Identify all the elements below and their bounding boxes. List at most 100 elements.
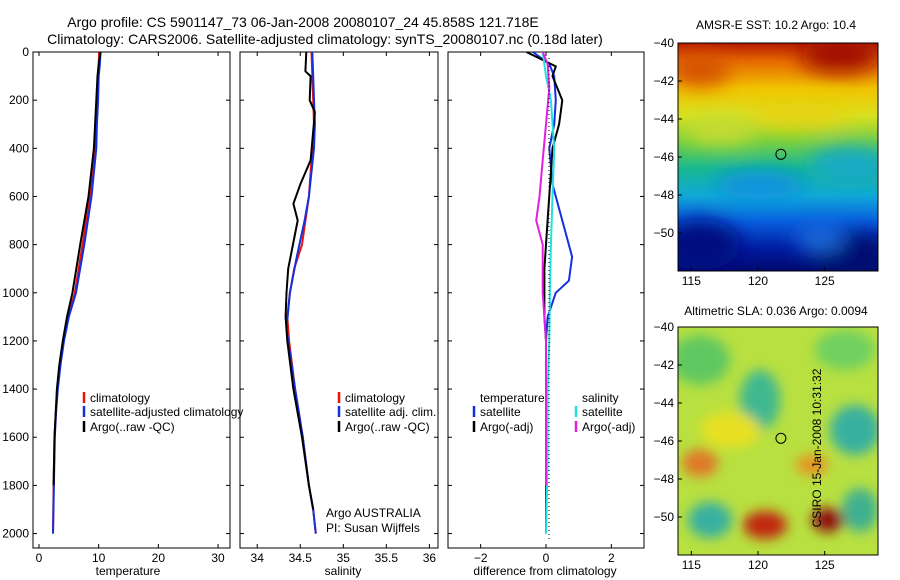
profile-axes: 0 10 20 30 0 200 400 600 800 1000 1200 1400 1600 1800… xyxy=(2,45,644,565)
map-y-tick-label: −40 xyxy=(654,320,675,334)
sla-teal-patch xyxy=(688,502,732,538)
sla-argo-location-marker xyxy=(775,432,787,444)
panel-difference-xlabel: difference from climatology xyxy=(473,564,616,578)
profile-lines xyxy=(52,52,574,534)
map-y-tick-label: −48 xyxy=(654,188,675,202)
legend-heading-temperature: temperature xyxy=(480,391,545,405)
series-line-argo-raw-qc xyxy=(52,52,102,486)
sla-teal-patch xyxy=(842,488,878,532)
x-tick-label: 0 xyxy=(543,551,550,565)
y-tick-label: 2000 xyxy=(2,527,29,541)
sla-yellow-patch xyxy=(700,412,760,448)
map-x-tick-label: 120 xyxy=(748,274,768,288)
map-x-tick-label: 115 xyxy=(682,274,701,288)
sst-map-title: AMSR-E SST: 10.2 Argo: 10.4 xyxy=(696,18,856,32)
y-tick-label: 200 xyxy=(9,93,29,107)
x-tick-label: 36 xyxy=(423,551,437,565)
panel-temperature-frame xyxy=(32,51,231,549)
legend-salinity: climatology satellite adj. clim. Argo(..… xyxy=(337,391,436,434)
sla-map-title: Altimetric SLA: 0.036 Argo: 0.0094 xyxy=(684,304,868,318)
y-tick-label: 1000 xyxy=(2,286,29,300)
x-tick-label: 10 xyxy=(92,551,106,565)
legend-heading-salinity: salinity xyxy=(582,391,619,405)
sst-cyan-patch xyxy=(795,226,845,250)
x-tick-label: 30 xyxy=(211,551,225,565)
legend-difference: temperature satellite Argo(-adj) salinit… xyxy=(472,391,635,434)
y-tick-label: 1400 xyxy=(2,382,29,396)
sla-green-patch xyxy=(815,330,875,370)
sst-front-patch xyxy=(685,116,755,144)
sst-cool-patch xyxy=(715,171,805,199)
map-y-tick-label: −46 xyxy=(654,150,675,164)
y-tick-label: 1600 xyxy=(2,430,29,444)
panel-note-line1: Argo AUSTRALIA xyxy=(326,506,421,520)
legend-label-climatology: climatology xyxy=(345,391,405,405)
legend-label-argo: Argo(..raw -QC) xyxy=(90,420,175,434)
legend-label-climatology: climatology xyxy=(90,391,150,405)
panel-salinity-frame xyxy=(239,51,439,549)
map-x-tick-label: 115 xyxy=(682,558,701,572)
sst-map-field xyxy=(678,43,878,271)
y-tick-label: 800 xyxy=(9,238,29,252)
sla-teal-patch xyxy=(830,405,878,455)
map-y-tick-label: −44 xyxy=(654,396,675,410)
x-tick-label: 34 xyxy=(251,551,265,565)
legend-label-temp-argo: Argo(-adj) xyxy=(480,420,533,434)
legend-label-sal-satellite: satellite xyxy=(582,405,623,419)
x-tick-label: 34.5 xyxy=(289,551,313,565)
y-tick-label: 600 xyxy=(9,189,29,203)
legend-label-argo: Argo(..raw -QC) xyxy=(345,420,430,434)
sst-map-axes: 115 120 125 −40 −42 −44 −46 −48 −50 xyxy=(654,36,835,288)
y-tick-label: 1200 xyxy=(2,334,29,348)
x-tick-label: 0 xyxy=(36,551,43,565)
sst-argo-location-marker xyxy=(775,148,787,160)
series-group xyxy=(52,52,102,534)
legend-label-satellite-adjusted: satellite-adjusted climatology xyxy=(90,405,243,419)
sla-green-patch xyxy=(678,335,730,385)
sla-red-patch xyxy=(812,508,844,532)
map-y-tick-label: −48 xyxy=(654,472,675,486)
panel-temperature-xlabel: temperature xyxy=(96,564,161,578)
sla-red-patch xyxy=(743,511,787,539)
x-tick-label: −2 xyxy=(474,551,488,565)
map-x-tick-label: 125 xyxy=(815,274,835,288)
map-y-tick-label: −44 xyxy=(654,112,675,126)
map-y-tick-label: −50 xyxy=(654,510,675,524)
x-tick-label: 20 xyxy=(152,551,166,565)
legend-label-satellite-adjusted: satellite adj. clim. xyxy=(345,405,436,419)
series-group xyxy=(284,52,317,534)
y-tick-label: 1800 xyxy=(2,478,29,492)
sst-cool-patch xyxy=(810,147,878,183)
sst-cold-patch xyxy=(678,220,740,270)
legend-label-sal-argo: Argo(-adj) xyxy=(582,420,635,434)
map-x-tick-label: 125 xyxy=(815,558,835,572)
sla-orange-patch xyxy=(682,449,718,477)
map-y-tick-label: −50 xyxy=(654,226,675,240)
sla-map-axes: 115 120 125 −40 −42 −44 −46 −48 −50 xyxy=(654,320,835,572)
sla-teal-patch xyxy=(740,370,780,430)
legend-temperature: climatology satellite-adjusted climatolo… xyxy=(82,391,243,434)
map-y-tick-label: −46 xyxy=(654,434,675,448)
map-x-tick-label: 120 xyxy=(748,558,768,572)
panel-salinity-xlabel: salinity xyxy=(325,564,362,578)
figure-title-line1: Argo profile: CS 5901147_73 06-Jan-2008 … xyxy=(67,14,538,30)
sla-map-field xyxy=(678,327,878,555)
x-tick-label: 35 xyxy=(337,551,351,565)
y-tick-label: 400 xyxy=(9,141,29,155)
sst-warm-patch xyxy=(678,54,730,86)
map-y-tick-label: −42 xyxy=(654,74,675,88)
series-line-argo-raw-qc xyxy=(284,52,316,510)
sst-front-patch xyxy=(750,103,850,127)
figure-title-line2: Climatology: CARS2006. Satellite-adjuste… xyxy=(47,31,603,47)
x-tick-label: 35.5 xyxy=(375,551,399,565)
series-line-argo-adj xyxy=(535,52,551,486)
x-tick-label: 2 xyxy=(608,551,615,565)
series-line-satellite xyxy=(541,52,556,534)
map-y-tick-label: −42 xyxy=(654,358,675,372)
sla-orange-patch xyxy=(796,455,828,475)
series-group xyxy=(525,52,574,534)
panel-note-line2: PI: Susan Wijffels xyxy=(326,521,420,535)
side-caption: CSIRO 15-Jan-2008 10:31:32 xyxy=(810,368,824,527)
legend-label-temp-satellite: satellite xyxy=(480,405,521,419)
